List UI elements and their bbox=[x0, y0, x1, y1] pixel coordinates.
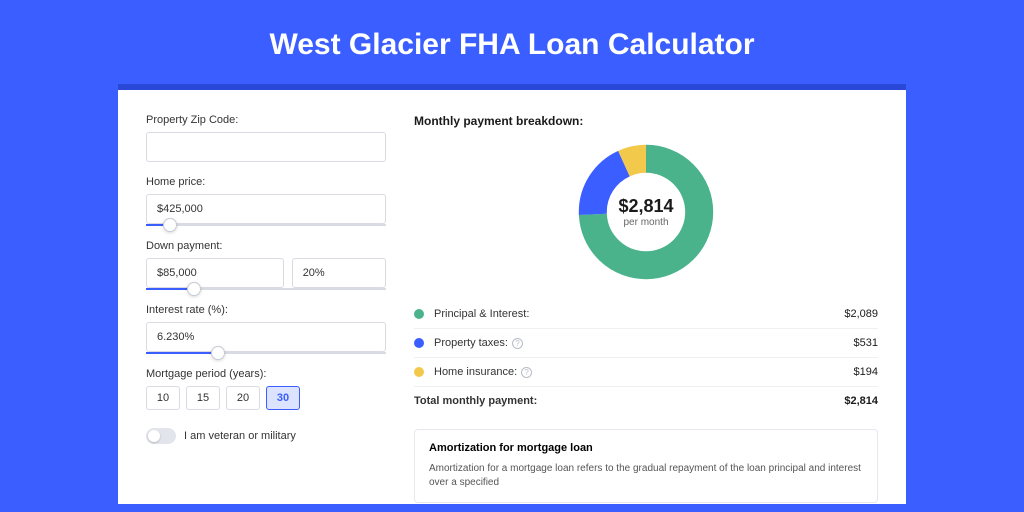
donut-amount: $2,814 bbox=[618, 196, 673, 217]
slider-thumb[interactable] bbox=[211, 346, 225, 360]
legend-label: Property taxes: ? bbox=[434, 337, 854, 349]
zip-input[interactable] bbox=[146, 132, 386, 162]
down-payment-amount-input[interactable] bbox=[146, 258, 284, 288]
amortization-text: Amortization for a mortgage loan refers … bbox=[429, 462, 863, 490]
period-option-15[interactable]: 15 bbox=[186, 386, 220, 410]
down-payment-block: Down payment: bbox=[146, 240, 386, 290]
legend-label: Principal & Interest: bbox=[434, 308, 844, 320]
home-price-block: Home price: bbox=[146, 176, 386, 226]
legend-row: Home insurance: ?$194 bbox=[414, 357, 878, 386]
donut-container: $2,814 per month bbox=[414, 142, 878, 282]
calculator-card: Property Zip Code: Home price: Down paym… bbox=[118, 84, 906, 504]
down-payment-slider[interactable] bbox=[146, 288, 386, 290]
period-block: Mortgage period (years): 10152030 bbox=[146, 368, 386, 410]
donut-center: $2,814 per month bbox=[576, 142, 716, 282]
home-price-slider[interactable] bbox=[146, 224, 386, 226]
page-title: West Glacier FHA Loan Calculator bbox=[0, 0, 1024, 84]
veteran-toggle[interactable] bbox=[146, 428, 176, 444]
period-option-30[interactable]: 30 bbox=[266, 386, 300, 410]
period-label: Mortgage period (years): bbox=[146, 368, 386, 380]
down-payment-percent-input[interactable] bbox=[292, 258, 386, 288]
interest-input[interactable] bbox=[146, 322, 386, 352]
donut-sub: per month bbox=[623, 217, 668, 228]
zip-field-block: Property Zip Code: bbox=[146, 114, 386, 162]
form-column: Property Zip Code: Home price: Down paym… bbox=[146, 114, 386, 480]
total-value: $2,814 bbox=[844, 395, 878, 407]
period-option-20[interactable]: 20 bbox=[226, 386, 260, 410]
home-price-input[interactable] bbox=[146, 194, 386, 224]
legend-total-row: Total monthly payment:$2,814 bbox=[414, 386, 878, 415]
legend-dot bbox=[414, 338, 424, 348]
amortization-box: Amortization for mortgage loan Amortizat… bbox=[414, 429, 878, 503]
info-icon[interactable]: ? bbox=[512, 338, 523, 349]
interest-label: Interest rate (%): bbox=[146, 304, 386, 316]
period-options: 10152030 bbox=[146, 386, 386, 410]
donut-chart: $2,814 per month bbox=[576, 142, 716, 282]
legend-label: Home insurance: ? bbox=[434, 366, 854, 378]
amortization-title: Amortization for mortgage loan bbox=[429, 442, 863, 454]
down-payment-label: Down payment: bbox=[146, 240, 386, 252]
slider-thumb[interactable] bbox=[187, 282, 201, 296]
legend-dot bbox=[414, 367, 424, 377]
interest-slider[interactable] bbox=[146, 352, 386, 354]
breakdown-title: Monthly payment breakdown: bbox=[414, 114, 878, 128]
period-option-10[interactable]: 10 bbox=[146, 386, 180, 410]
legend-list: Principal & Interest:$2,089Property taxe… bbox=[414, 300, 878, 415]
legend-value: $2,089 bbox=[844, 308, 878, 320]
legend-row: Property taxes: ?$531 bbox=[414, 328, 878, 357]
legend-value: $531 bbox=[854, 337, 878, 349]
interest-block: Interest rate (%): bbox=[146, 304, 386, 354]
total-label: Total monthly payment: bbox=[414, 395, 844, 407]
info-icon[interactable]: ? bbox=[521, 367, 532, 378]
veteran-row: I am veteran or military bbox=[146, 428, 386, 444]
legend-row: Principal & Interest:$2,089 bbox=[414, 300, 878, 328]
veteran-label: I am veteran or military bbox=[184, 430, 296, 442]
breakdown-column: Monthly payment breakdown: $2,814 per mo… bbox=[414, 114, 878, 480]
legend-value: $194 bbox=[854, 366, 878, 378]
slider-fill bbox=[146, 352, 218, 354]
zip-label: Property Zip Code: bbox=[146, 114, 386, 126]
legend-dot bbox=[414, 309, 424, 319]
home-price-label: Home price: bbox=[146, 176, 386, 188]
slider-thumb[interactable] bbox=[163, 218, 177, 232]
